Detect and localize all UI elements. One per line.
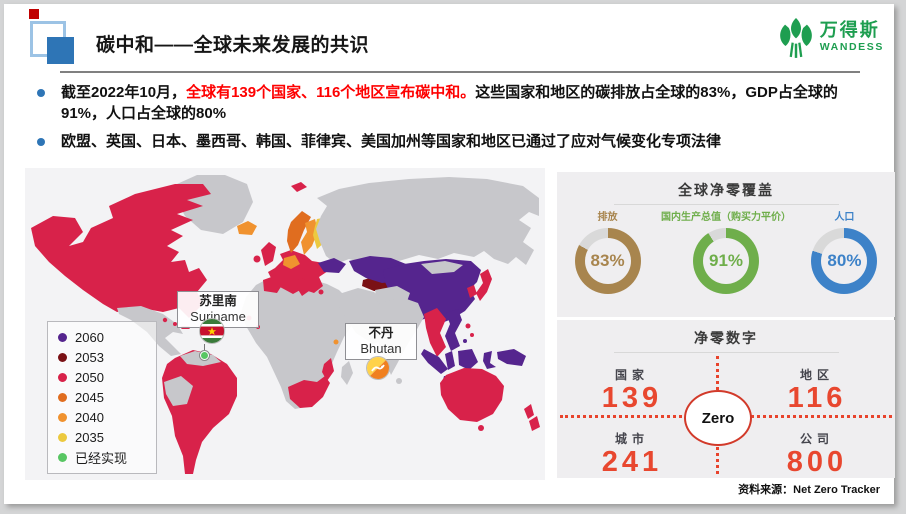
bullet-text-1: 截至2022年10月，全球有139个国家、116个地区宣布碳中和。这些国家和地区… — [61, 82, 879, 124]
bhutan-callout: 不丹 Bhutan — [345, 323, 417, 360]
bullet-text-2: 欧盟、英国、日本、墨西哥、韩国、菲律宾、美国加州等国家和地区已通过了应对气候变化… — [61, 133, 722, 150]
legend-item: 2045 — [52, 387, 156, 407]
legend-swatch — [58, 412, 67, 422]
donut-emissions: 排放 83% — [562, 208, 653, 294]
legend-swatch — [58, 352, 67, 362]
title-deco-filled-square — [47, 37, 74, 64]
bullet1-highlight: 全球有139个国家、116个地区宣布碳中和。 — [186, 84, 476, 101]
legend-item: 2035 — [52, 427, 156, 447]
donut-gdp: 国内生产总值（购买力平价） 91% — [653, 208, 799, 294]
map-legend: 2060 2053 2050 2045 2040 2035 已经实现 — [47, 321, 157, 474]
wandess-logo: 万得斯 WANDESS — [777, 16, 884, 58]
title-divider — [60, 71, 860, 73]
netzero-title: 净零数字 — [694, 330, 758, 346]
slide: 碳中和——全球未来发展的共识 万得斯 WANDESS 截至2022年10月，全球… — [4, 4, 895, 504]
coverage-title-rule — [613, 204, 839, 205]
net-zero-coverage-panel: 全球净零覆盖 排放 83% 国内生产总值（购买力平价） 91% 人口 80% — [557, 172, 895, 317]
netzero-regions: 地区 116 — [787, 368, 847, 414]
bullet1-pre: 截至2022年10月， — [61, 84, 187, 101]
legend-swatch — [58, 432, 67, 442]
bhutan-flag-icon — [367, 357, 389, 379]
zero-badge: Zero — [684, 390, 752, 446]
donut-population: 人口 80% — [799, 208, 890, 294]
donut-gdp-value: 91% — [708, 251, 744, 270]
bullet-dot — [37, 89, 45, 97]
world-map-panel: 2060 2053 2050 2045 2040 2035 已经实现 苏里南 S… — [25, 168, 545, 480]
donut-population-label: 人口 — [834, 212, 855, 223]
bullet-list: 截至2022年10月，全球有139个国家、116个地区宣布碳中和。这些国家和地区… — [29, 82, 879, 159]
legend-item: 已经实现 — [52, 447, 156, 467]
suriname-label-cn: 苏里南 — [199, 294, 237, 308]
donut-population-chart: 80% — [811, 228, 878, 294]
corner-red-square — [29, 9, 39, 19]
donut-gdp-label: 国内生产总值（购买力平价） — [661, 212, 791, 223]
bullet-dot — [37, 138, 45, 146]
wandess-logo-icon — [779, 18, 812, 58]
legend-swatch — [58, 452, 67, 462]
bullet-item-2: 欧盟、英国、日本、墨西哥、韩国、菲律宾、美国加州等国家和地区已通过了应对气候变化… — [29, 131, 879, 152]
suriname-map-marker — [200, 351, 209, 360]
donut-population-value: 80% — [827, 251, 862, 270]
legend-item: 2050 — [52, 367, 156, 387]
coverage-title: 全球净零覆盖 — [678, 182, 774, 198]
legend-swatch — [58, 392, 67, 402]
netzero-companies: 公司 800 — [786, 432, 848, 478]
legend-item: 2040 — [52, 407, 156, 427]
netzero-title-rule — [613, 352, 839, 353]
bhutan-label-en: Bhutan — [360, 341, 402, 356]
legend-swatch — [58, 372, 67, 382]
legend-item: 2053 — [52, 347, 156, 367]
donut-emissions-label: 排放 — [597, 212, 618, 223]
legend-item: 2060 — [52, 327, 156, 347]
bhutan-label-cn: 不丹 — [368, 326, 394, 340]
donut-emissions-value: 83% — [590, 251, 625, 270]
source-note: 资料来源：Net Zero Tracker — [738, 484, 880, 496]
suriname-pointer-line — [204, 344, 205, 352]
suriname-flag-icon — [200, 319, 224, 343]
zero-badge-text: Zero — [701, 409, 735, 427]
donut-gdp-chart: 91% — [693, 228, 759, 294]
net-zero-numbers-panel: 净零数字 国家 139 地区 116 城市 241 公司 800 Zero — [557, 320, 895, 478]
page-title: 碳中和——全球未来发展的共识 — [96, 35, 370, 56]
netzero-countries: 国家 139 — [601, 368, 663, 414]
donut-emissions-chart: 83% — [574, 228, 641, 294]
bullet-item-1: 截至2022年10月，全球有139个国家、116个地区宣布碳中和。这些国家和地区… — [29, 82, 879, 124]
donut-row: 排放 83% 国内生产总值（购买力平价） 91% 人口 80% — [557, 208, 895, 294]
logo-text-cn: 万得斯 — [819, 20, 880, 41]
bullet1-post: 这些国家和地区的碳排放占全球的83%，GDP占全球的91%，人口占全球的80% — [61, 84, 838, 122]
netzero-cities: 城市 241 — [601, 432, 663, 478]
logo-text-en: WANDESS — [819, 41, 884, 54]
legend-swatch — [58, 332, 67, 342]
